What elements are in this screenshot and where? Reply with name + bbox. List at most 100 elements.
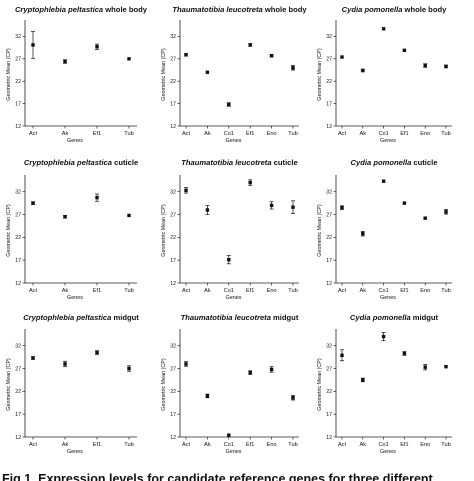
y-tick-label: 32 bbox=[170, 34, 176, 40]
panel-title: Cryptophlebia peltastica cuticle bbox=[24, 158, 138, 167]
data-point bbox=[127, 366, 131, 371]
y-tick-label: 12 bbox=[170, 124, 176, 130]
x-tick-label: Eno bbox=[420, 288, 430, 294]
y-tick-label: 22 bbox=[326, 235, 332, 241]
x-tick-label: Ak bbox=[204, 288, 211, 294]
figure-caption: Fig 1. Expression levels for candidate r… bbox=[2, 472, 434, 481]
x-tick-label: Co1 bbox=[378, 131, 388, 137]
data-point bbox=[227, 433, 231, 437]
y-tick-label: 32 bbox=[15, 343, 21, 349]
x-tick-label: Act bbox=[182, 442, 191, 448]
x-axis-label: Genes bbox=[67, 295, 83, 301]
data-point bbox=[205, 394, 210, 398]
data-point bbox=[402, 201, 407, 205]
y-axis-label: Geometric Mean (CP) bbox=[6, 204, 12, 257]
y-axis-label: Geometric Mean (CP) bbox=[317, 48, 323, 101]
y-tick-label: 17 bbox=[326, 258, 332, 264]
y-tick-label: 12 bbox=[15, 281, 21, 287]
panel: Cydia pomonella cuticle 12 17 22 27 32 Geometr… bbox=[317, 158, 452, 301]
x-tick-label: Eno bbox=[267, 288, 277, 294]
x-tick-label: Co1 bbox=[378, 442, 388, 448]
x-tick-label: Act bbox=[29, 442, 38, 448]
data-point bbox=[361, 378, 365, 382]
y-tick-label: 12 bbox=[170, 281, 176, 287]
y-tick-label: 12 bbox=[326, 281, 332, 287]
x-tick-label: Ef1 bbox=[93, 442, 101, 448]
data-point bbox=[184, 53, 188, 57]
panel-title: Cydia pomonella whole body bbox=[342, 5, 447, 14]
data-point bbox=[291, 396, 295, 400]
x-tick-label: Ak bbox=[360, 131, 367, 137]
y-tick-label: 32 bbox=[15, 34, 21, 40]
data-point bbox=[269, 203, 274, 208]
x-tick-label: Eno bbox=[267, 131, 277, 137]
y-axis-label: Geometric Mean (CP) bbox=[6, 48, 12, 101]
y-tick-label: 32 bbox=[170, 189, 176, 195]
data-point bbox=[227, 258, 231, 262]
x-tick-label: Tub bbox=[124, 288, 133, 294]
data-point bbox=[95, 195, 99, 200]
panel-title-tissue: midgut bbox=[411, 313, 439, 322]
x-tick-label: Co1 bbox=[224, 131, 234, 137]
data-point bbox=[127, 213, 131, 218]
x-tick-label: Act bbox=[29, 288, 38, 294]
data-point bbox=[269, 53, 274, 58]
data-point bbox=[184, 362, 188, 366]
panel-title-tissue: whole body bbox=[263, 5, 308, 14]
x-tick-label: Co1 bbox=[378, 288, 388, 294]
data-point bbox=[340, 353, 344, 357]
y-tick-label: 27 bbox=[15, 366, 21, 372]
y-tick-label: 32 bbox=[15, 189, 21, 195]
x-tick-label: Eno bbox=[267, 442, 277, 448]
data-point bbox=[127, 57, 131, 61]
y-tick-label: 27 bbox=[326, 57, 332, 63]
x-axis-label: Genes bbox=[226, 449, 242, 455]
data-point bbox=[423, 365, 427, 369]
data-point bbox=[205, 208, 210, 212]
data-point bbox=[291, 205, 295, 209]
panel-title-tissue: midgut bbox=[111, 313, 139, 322]
y-tick-label: 32 bbox=[170, 343, 176, 349]
panel-title-species: Thaumatotibia leucotreta bbox=[181, 313, 271, 322]
data-point bbox=[381, 27, 386, 31]
data-point bbox=[402, 351, 407, 356]
y-tick-label: 12 bbox=[15, 124, 21, 130]
data-point bbox=[248, 180, 252, 185]
y-tick-label: 22 bbox=[326, 389, 332, 395]
x-tick-label: Ak bbox=[204, 131, 211, 137]
data-point bbox=[423, 63, 427, 68]
y-tick-label: 27 bbox=[326, 366, 332, 372]
y-tick-label: 22 bbox=[170, 79, 176, 85]
panel-title: Cydia pomonella midgut bbox=[350, 313, 439, 322]
y-tick-label: 32 bbox=[326, 189, 332, 195]
x-tick-label: Co1 bbox=[224, 442, 234, 448]
x-tick-label: Ef1 bbox=[246, 442, 254, 448]
x-tick-label: Ak bbox=[204, 442, 211, 448]
x-tick-label: Eno bbox=[420, 131, 430, 137]
data-point bbox=[248, 370, 252, 375]
y-tick-label: 17 bbox=[326, 412, 332, 418]
data-point bbox=[95, 45, 99, 49]
y-tick-label: 17 bbox=[170, 101, 176, 107]
x-tick-label: Ak bbox=[62, 442, 69, 448]
data-point bbox=[340, 55, 344, 59]
y-tick-label: 22 bbox=[170, 235, 176, 241]
y-tick-label: 32 bbox=[326, 343, 332, 349]
data-point bbox=[361, 68, 365, 73]
x-tick-label: Tub bbox=[124, 131, 133, 137]
x-axis-label: Genes bbox=[226, 138, 242, 144]
panel-title-species: Thaumatotibia leucotreta bbox=[172, 5, 262, 14]
y-tick-label: 17 bbox=[15, 258, 21, 264]
x-tick-label: Ak bbox=[62, 131, 69, 137]
data-point bbox=[361, 231, 365, 236]
data-point bbox=[291, 66, 295, 70]
panel-title: Thaumatotibia leucotreta whole body bbox=[172, 5, 307, 14]
x-tick-label: Act bbox=[338, 131, 347, 137]
panel: Cryptophlebia peltastica cuticle 12 17 22 27… bbox=[6, 158, 138, 301]
data-point bbox=[381, 334, 386, 339]
x-tick-label: Act bbox=[29, 131, 38, 137]
x-tick-label: Tub bbox=[441, 442, 450, 448]
data-point bbox=[381, 179, 386, 183]
y-tick-label: 27 bbox=[170, 57, 176, 63]
